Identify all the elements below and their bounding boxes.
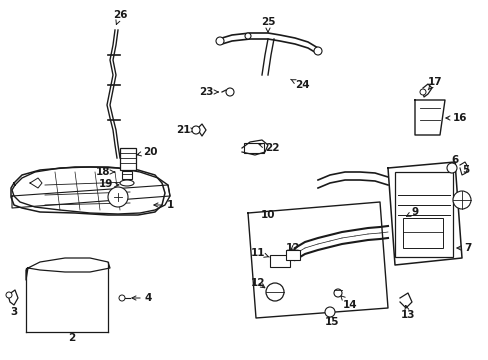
Circle shape xyxy=(119,295,125,301)
Ellipse shape xyxy=(120,180,134,186)
Text: 5: 5 xyxy=(462,165,468,175)
Text: 15: 15 xyxy=(324,314,339,327)
Text: 8: 8 xyxy=(455,193,467,203)
Polygon shape xyxy=(11,167,164,215)
Text: 16: 16 xyxy=(445,113,467,123)
Text: 19: 19 xyxy=(99,179,119,189)
Circle shape xyxy=(333,289,341,297)
Polygon shape xyxy=(387,162,461,265)
Text: 14: 14 xyxy=(340,296,357,310)
Circle shape xyxy=(216,37,224,45)
Circle shape xyxy=(446,163,456,173)
Text: 21: 21 xyxy=(175,125,195,135)
Text: 9: 9 xyxy=(406,207,418,217)
Text: 3: 3 xyxy=(10,307,18,317)
Polygon shape xyxy=(26,258,110,280)
Text: 7: 7 xyxy=(456,243,471,253)
Circle shape xyxy=(265,283,284,301)
Bar xyxy=(402,218,442,248)
Bar xyxy=(122,171,132,179)
Text: 4: 4 xyxy=(132,293,151,303)
Text: 11: 11 xyxy=(250,248,269,258)
Text: 22: 22 xyxy=(259,143,279,153)
Polygon shape xyxy=(414,100,444,135)
Circle shape xyxy=(225,88,234,96)
Bar xyxy=(244,143,264,153)
Circle shape xyxy=(244,33,250,39)
Circle shape xyxy=(108,187,128,207)
Bar xyxy=(120,148,136,170)
Text: 12: 12 xyxy=(285,243,300,253)
Text: 6: 6 xyxy=(450,155,458,168)
Text: 24: 24 xyxy=(290,79,309,90)
Text: 13: 13 xyxy=(400,306,414,320)
Text: 18: 18 xyxy=(96,167,114,177)
Circle shape xyxy=(419,89,425,95)
Circle shape xyxy=(452,191,470,209)
Text: 25: 25 xyxy=(260,17,275,32)
Bar xyxy=(285,250,299,260)
Circle shape xyxy=(6,292,12,298)
Text: 23: 23 xyxy=(198,87,218,97)
Circle shape xyxy=(313,47,321,55)
Text: 26: 26 xyxy=(113,10,127,24)
Text: 10: 10 xyxy=(260,210,275,220)
Circle shape xyxy=(192,126,200,134)
Circle shape xyxy=(325,307,334,317)
Text: 1: 1 xyxy=(154,200,173,210)
Bar xyxy=(269,255,289,267)
Text: 17: 17 xyxy=(427,77,442,90)
Bar xyxy=(394,172,452,257)
Text: 2: 2 xyxy=(68,333,76,343)
Text: 12: 12 xyxy=(250,278,264,288)
Text: 20: 20 xyxy=(137,147,157,157)
Polygon shape xyxy=(247,202,387,318)
